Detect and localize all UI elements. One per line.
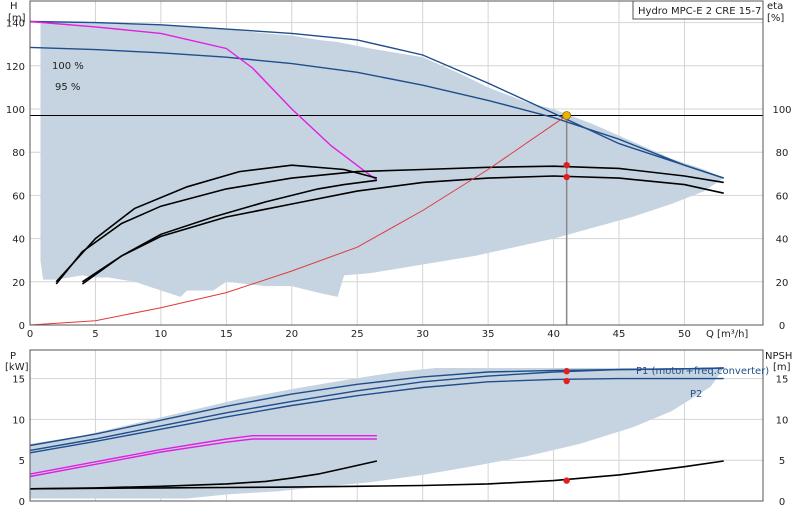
- y-tick-label: 120: [6, 62, 25, 73]
- y-tick-label: 20: [12, 278, 25, 289]
- y-tick-label: 40: [12, 235, 25, 246]
- x-tick-label: 5: [92, 329, 98, 340]
- npsh-curve: [29, 460, 724, 490]
- bottom-markers: [563, 368, 570, 484]
- top-y2label: eta: [767, 1, 783, 12]
- head-curve: [29, 20, 724, 179]
- power-curve: [29, 377, 724, 454]
- top-series: [29, 20, 763, 326]
- y-tick-label: 10: [12, 415, 25, 426]
- y2-tick-label: 20: [776, 278, 789, 289]
- x-tick-label: 15: [220, 329, 233, 340]
- y2-tick-label: 0: [779, 497, 785, 508]
- x-tick-label: 10: [155, 329, 168, 340]
- y2-tick-label: 60: [776, 191, 789, 202]
- y2-tick-label: 80: [776, 148, 789, 159]
- data-point-marker: [563, 377, 570, 385]
- power-curve: [29, 435, 377, 475]
- y-tick-label: 15: [12, 375, 25, 386]
- data-point-marker: [563, 477, 570, 484]
- top-y2label-unit: [%]: [767, 13, 784, 24]
- y-tick-label: 60: [12, 191, 25, 202]
- data-point-marker: [563, 173, 570, 181]
- data-point-marker: [563, 161, 570, 169]
- head-curve: [29, 20, 378, 181]
- bottom-plot-frame: [29, 349, 764, 502]
- y2-tick-label: 10: [776, 415, 789, 426]
- head-efficiency-panel: 0 20 40 60 80 100 120 140 0 20 40 60 80 100 0 5 10 15 20 25…: [6, 0, 792, 340]
- chart-title-box: [632, 0, 764, 20]
- x-tick-label: 40: [547, 329, 560, 340]
- speed-label-100: 100 %: [52, 61, 84, 72]
- data-point-marker: [563, 368, 570, 375]
- chart-title: Hydro MPC-E 2 CRE 15-7: [638, 6, 761, 17]
- eta-curve: [81, 179, 378, 283]
- y-tick-label: 0: [19, 497, 25, 508]
- top-xlabel: Q [m³/h]: [706, 329, 748, 340]
- eta-curve: [55, 164, 378, 283]
- y-tick-label: 100: [6, 105, 25, 116]
- x-tick-label: 50: [678, 329, 691, 340]
- bottom-tick-labels: 0 5 10 15 0 5 10 15: [12, 375, 788, 508]
- head-curve: [29, 46, 724, 179]
- bottom-ylabel-unit: [kW]: [5, 362, 29, 373]
- y2-tick-label: 15: [776, 375, 789, 386]
- power-npsh-panel: 0 5 10 15 0 5 10 15 P [kW] NPSH [m] P1 (motor+f…: [5, 349, 792, 508]
- x-tick-label: 30: [416, 329, 429, 340]
- x-tick-label: 45: [613, 329, 626, 340]
- y-tick-label: 0: [19, 321, 25, 332]
- top-markers: [562, 111, 572, 181]
- bottom-operating-area: [30, 367, 724, 499]
- x-tick-label: 0: [27, 329, 33, 340]
- legend-p1: P1 (motor+freq.converter): [636, 366, 769, 377]
- top-ylabel: H: [10, 1, 18, 12]
- y2-tick-label: 40: [776, 235, 789, 246]
- y2-tick-label: 0: [779, 321, 785, 332]
- top-tick-labels: 0 20 40 60 80 100 120 140 0 20 40 60 80 100 0 5 10 15 20 25…: [6, 19, 792, 340]
- speed-label-95: 95 %: [55, 82, 80, 93]
- eta-curve: [81, 175, 724, 285]
- y-tick-label: 80: [12, 148, 25, 159]
- top-operating-area: [40, 21, 724, 297]
- operating-area: [40, 21, 724, 297]
- bottom-y2label: NPSH: [765, 351, 792, 362]
- power-curve: [29, 438, 377, 478]
- y-tick-label: 140: [6, 19, 25, 30]
- x-tick-label: 35: [482, 329, 495, 340]
- operating-point-marker: [562, 111, 572, 120]
- bottom-ylabel: P: [10, 351, 16, 362]
- y-tick-label: 5: [19, 456, 25, 467]
- system-curve: [29, 115, 567, 326]
- bottom-series: [29, 367, 724, 490]
- operating-area: [30, 367, 724, 499]
- power-curve: [29, 367, 724, 447]
- top-plot-frame: [29, 0, 764, 326]
- bottom-y2label-unit: [m]: [773, 362, 791, 373]
- npsh-curve: [29, 460, 378, 490]
- x-tick-label: 20: [285, 329, 298, 340]
- y2-tick-label: 5: [779, 456, 785, 467]
- y2-tick-label: 100: [772, 105, 791, 116]
- legend-p2: P2: [690, 389, 702, 400]
- top-ylabel-unit: [m]: [8, 13, 26, 24]
- x-tick-label: 25: [351, 329, 364, 340]
- eta-curve: [55, 165, 724, 285]
